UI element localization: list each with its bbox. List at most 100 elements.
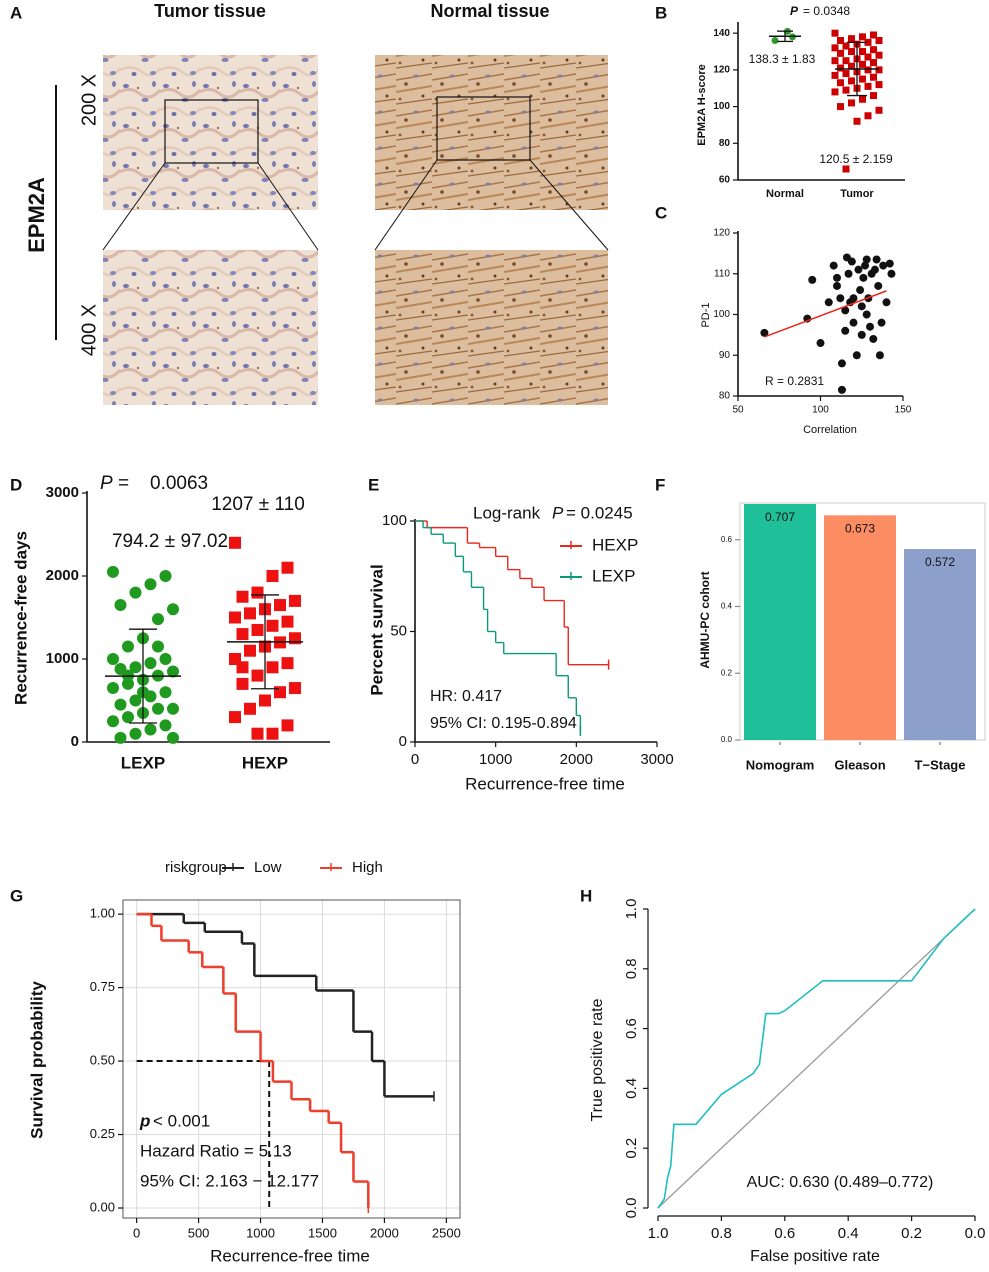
x-tick-label: Nomogram xyxy=(746,757,815,772)
x-tick-label: 0 xyxy=(411,751,419,768)
point xyxy=(837,103,844,111)
point xyxy=(856,286,865,295)
point xyxy=(875,106,883,114)
y-tick-label: 0 xyxy=(399,733,407,750)
annotation: 1207 ± 110 xyxy=(211,494,305,515)
x-axis-label: Recurrence-free time xyxy=(465,774,625,793)
value-label: 0.707 xyxy=(765,510,795,524)
value-label: 0.673 xyxy=(845,522,875,536)
x-tick-label: 1500 xyxy=(308,1225,337,1240)
x-tick-label: 0 xyxy=(133,1225,140,1240)
tissue-image xyxy=(103,250,318,405)
zoom-line xyxy=(374,159,438,251)
marker-label: EPM2A xyxy=(24,177,49,253)
point xyxy=(849,318,858,327)
point xyxy=(144,723,157,736)
point xyxy=(848,99,855,107)
y-tick-label: 0.0 xyxy=(721,735,733,744)
point xyxy=(882,298,891,307)
y-tick-label: 1.00 xyxy=(90,906,115,921)
column-label: Tumor tissue xyxy=(154,1,266,21)
plot-frame xyxy=(122,899,461,1219)
x-tick-label: 0.8 xyxy=(711,1225,732,1242)
point xyxy=(144,657,157,670)
point xyxy=(841,306,850,315)
point xyxy=(837,64,844,72)
annotation: P xyxy=(552,503,564,522)
point xyxy=(167,702,179,715)
point xyxy=(167,603,179,616)
point xyxy=(842,253,851,262)
point xyxy=(831,71,839,79)
annotation: R = 0.2831 xyxy=(765,374,824,388)
x-axis-label: Recurrence-free time xyxy=(210,1246,370,1265)
bar xyxy=(904,549,976,740)
annotation: = 0.0245 xyxy=(566,503,633,522)
point xyxy=(875,51,883,59)
point xyxy=(771,37,779,45)
y-tick-label: 100 xyxy=(713,309,730,320)
point xyxy=(107,715,119,728)
point xyxy=(229,611,241,624)
point xyxy=(848,35,855,43)
legend-title: riskgroup xyxy=(165,859,227,876)
annotation: Hazard Ratio = 5.13 xyxy=(140,1141,292,1160)
point xyxy=(831,44,839,52)
point xyxy=(833,273,841,282)
point xyxy=(862,255,871,264)
annotation: < 0.001 xyxy=(153,1111,210,1130)
column-label: Normal tissue xyxy=(430,1,549,21)
annotation: = xyxy=(118,473,129,494)
point xyxy=(862,310,871,319)
point xyxy=(159,686,172,699)
y-tick-label: 100 xyxy=(382,512,407,529)
point xyxy=(857,330,866,339)
legend-label: LEXP xyxy=(592,566,635,585)
point xyxy=(885,259,894,268)
point xyxy=(854,265,863,274)
point xyxy=(167,665,179,678)
point xyxy=(857,302,866,311)
x-tick-label: 50 xyxy=(732,405,744,416)
y-tick-label: 140 xyxy=(713,28,730,39)
point xyxy=(875,37,883,45)
x-tick-label: Gleason xyxy=(834,757,885,772)
x-tick-label: LEXP xyxy=(121,753,165,772)
point xyxy=(114,599,127,612)
x-tick-label: 1.0 xyxy=(648,1225,669,1242)
y-tick-label: 1.0 xyxy=(623,899,640,920)
y-tick-label: 0.4 xyxy=(623,1078,640,1099)
value-label: 0.572 xyxy=(925,555,955,569)
point xyxy=(870,31,877,39)
point xyxy=(842,42,850,50)
x-tick-label: 2500 xyxy=(432,1225,461,1240)
panel-label: C xyxy=(655,203,667,222)
point xyxy=(837,49,844,57)
point xyxy=(844,269,853,278)
y-axis-label: Survival probability xyxy=(27,981,46,1139)
x-axis-label: Correlation xyxy=(803,424,857,436)
y-tick-label: 0.6 xyxy=(623,1018,640,1039)
x-tick-label: 0.0 xyxy=(965,1225,986,1242)
point xyxy=(859,48,866,56)
x-axis-label: False positive rate xyxy=(750,1248,880,1265)
annotation: P xyxy=(100,473,113,494)
y-tick-label: 0.6 xyxy=(721,535,733,544)
annotation: AUC: 0.630 (0.489–0.772) xyxy=(747,1174,934,1191)
tissue-image xyxy=(103,55,318,210)
panel-label: G xyxy=(10,886,23,905)
point xyxy=(870,59,877,67)
point xyxy=(808,275,817,284)
panel-label: H xyxy=(580,886,592,905)
annotation: Log-rank xyxy=(473,503,541,522)
point xyxy=(869,334,878,343)
point xyxy=(848,48,855,56)
point xyxy=(281,657,294,670)
point xyxy=(877,318,886,327)
point xyxy=(159,570,172,582)
zoom-line xyxy=(529,159,609,251)
point xyxy=(274,686,286,699)
point xyxy=(244,702,256,715)
y-tick-label: 3000 xyxy=(46,484,79,501)
